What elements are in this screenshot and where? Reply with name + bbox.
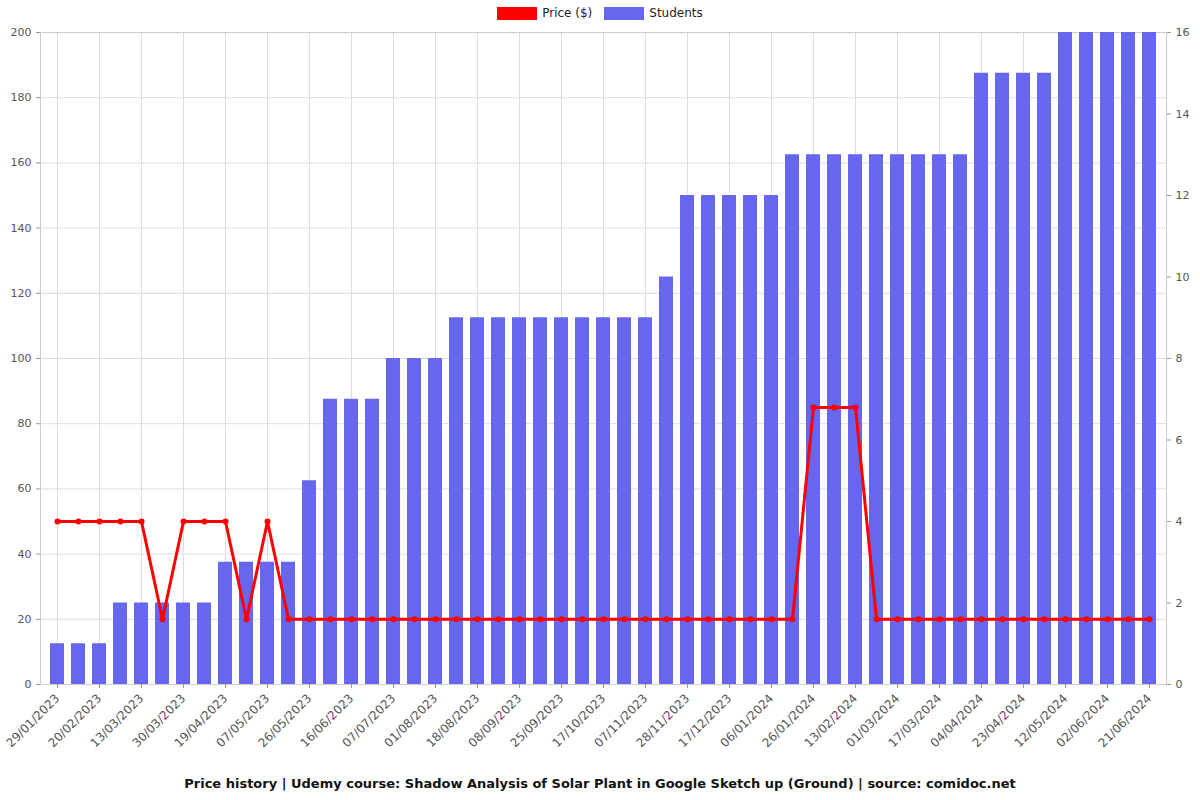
svg-text:07/05/2023: 07/05/2023 [213,691,273,751]
svg-text:13/02/2024: 13/02/2024 [801,691,861,751]
svg-text:23/04/2024: 23/04/2024 [969,691,1029,751]
svg-text:17/10/2023: 17/10/2023 [549,691,609,751]
svg-text:08/09/2023: 08/09/2023 [465,691,525,751]
svg-text:01/03/2024: 01/03/2024 [843,691,903,751]
svg-text:10: 10 [1176,271,1190,284]
svg-text:20: 20 [18,613,32,626]
svg-text:25/09/2023: 25/09/2023 [507,691,567,751]
svg-text:8: 8 [1176,352,1183,365]
svg-text:17/12/2023: 17/12/2023 [675,691,735,751]
svg-text:13/03/2023: 13/03/2023 [87,691,147,751]
svg-text:06/01/2024: 06/01/2024 [717,691,777,751]
svg-text:01/08/2023: 01/08/2023 [381,691,441,751]
svg-text:0: 0 [25,678,32,691]
svg-text:07/07/2023: 07/07/2023 [339,691,399,751]
html-text:Students: Students [649,6,703,20]
svg-text:18/08/2023: 18/08/2023 [423,691,483,751]
svg-text:14: 14 [1176,108,1190,121]
svg-text:80: 80 [18,417,32,430]
svg-text:20/02/2023: 20/02/2023 [45,691,105,751]
svg-text:29/01/2023: 29/01/2023 [3,691,63,751]
svg-text:140: 140 [11,222,32,235]
svg-text:6: 6 [1176,434,1183,447]
svg-text:40: 40 [18,548,32,561]
svg-text:60: 60 [18,482,32,495]
svg-text:2: 2 [1176,597,1183,610]
svg-text:12: 12 [1176,189,1190,202]
svg-text:120: 120 [11,287,32,300]
svg-text:180: 180 [11,91,32,104]
svg-text:17/03/2024: 17/03/2024 [885,691,945,751]
svg-text:16/06/2023: 16/06/2023 [297,691,357,751]
svg-text:07/11/2023: 07/11/2023 [591,691,651,751]
svg-text:26/05/2023: 26/05/2023 [255,691,315,751]
html-text:Price history | Udemy course:: Price history | Udemy course: Shadow Ana… [184,776,1016,791]
svg-text:30/03/2023: 30/03/2023 [129,691,189,751]
svg-text:04/04/2024: 04/04/2024 [927,691,987,751]
svg-text:4: 4 [1176,515,1183,528]
svg-text:12/05/2024: 12/05/2024 [1011,691,1071,751]
html-text:Price ($): Price ($) [542,6,593,20]
svg-text:100: 100 [11,352,32,365]
svg-text:160: 160 [11,156,32,169]
svg-text:02/06/2024: 02/06/2024 [1053,691,1113,751]
svg-text:21/06/2024: 21/06/2024 [1096,691,1155,750]
svg-text:26/01/2024: 26/01/2024 [759,691,819,751]
svg-text:28/11/2023: 28/11/2023 [633,691,693,751]
svg-text:0: 0 [1176,678,1183,691]
svg-text:19/04/2023: 19/04/2023 [171,691,231,751]
svg-text:16: 16 [1176,26,1190,39]
svg-text:200: 200 [11,26,32,39]
